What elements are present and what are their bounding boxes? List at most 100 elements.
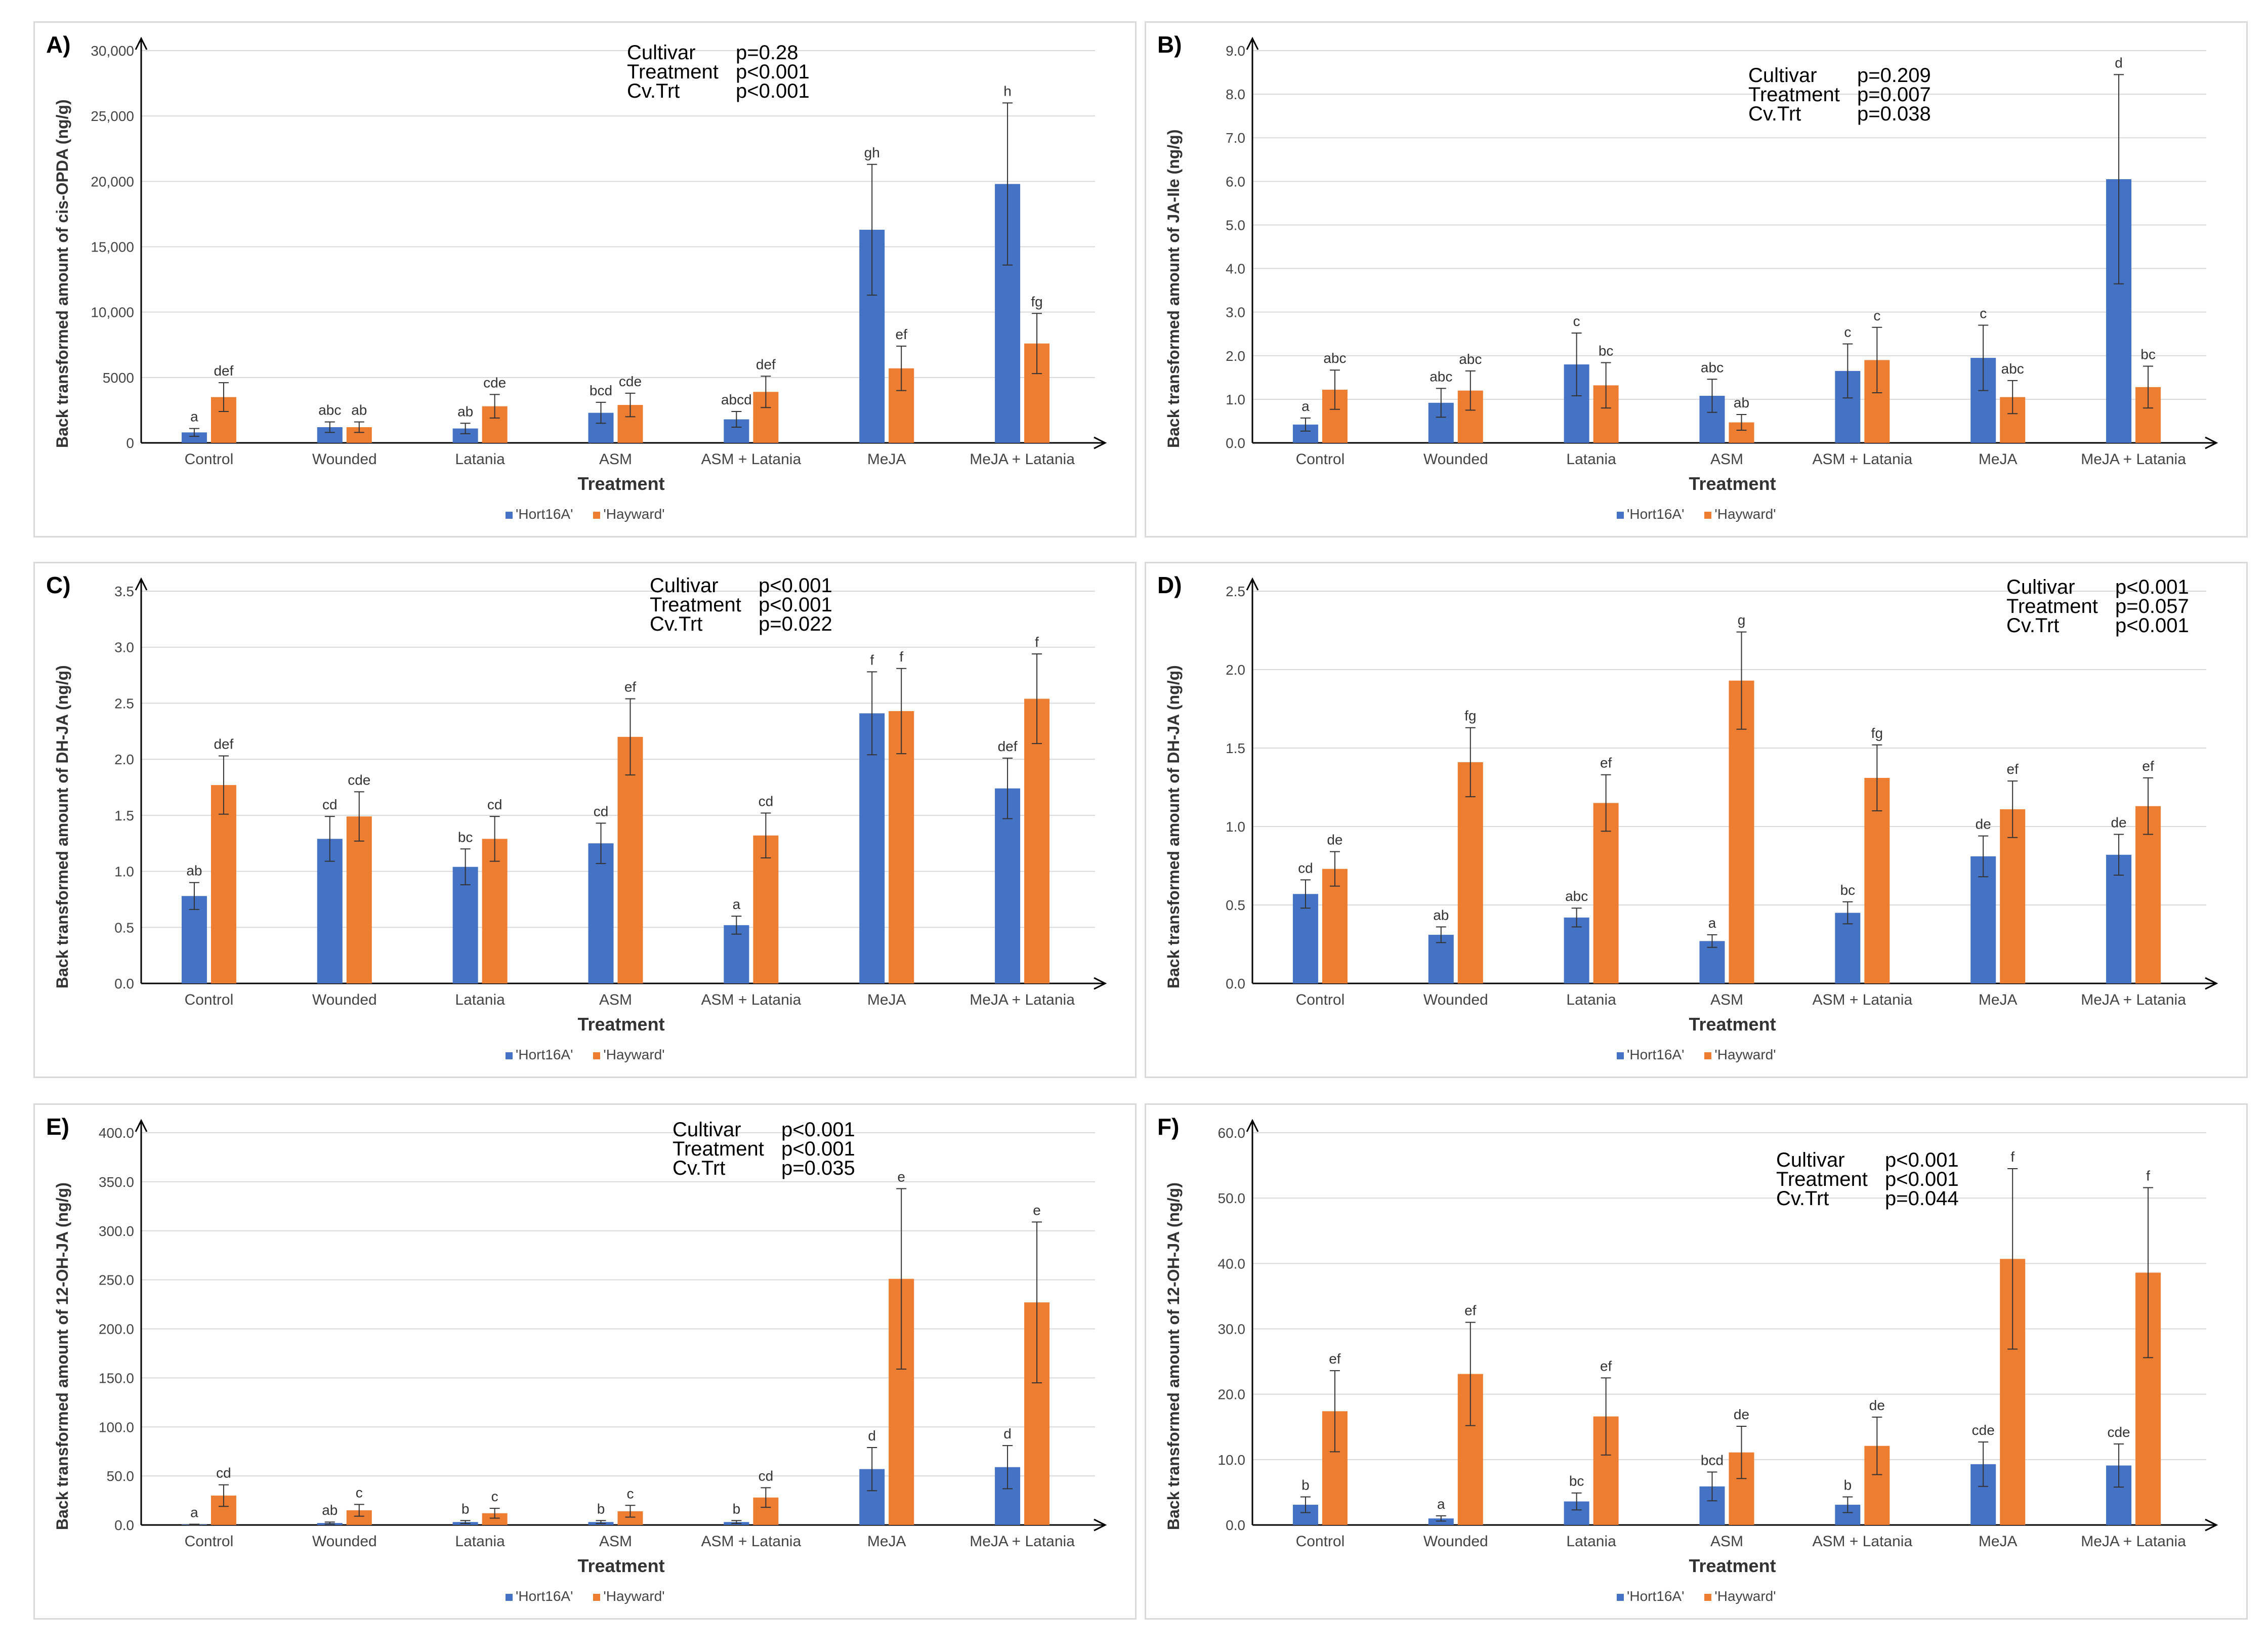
x-tick-label: ASM + Latania	[1813, 451, 1913, 468]
error-bar	[1329, 1370, 1340, 1453]
significance-letter: d	[2115, 55, 2123, 70]
chart-svg: 0.0 50.0 100.0 150.0 200.0 250.0 300.0 350.0 400…	[99, 1119, 1107, 1550]
y-tick-label: 2.5	[1226, 584, 1245, 599]
significance-letter: ab	[1734, 395, 1749, 410]
significance-letter: ef	[1600, 755, 1612, 771]
x-tick-label: MeJA	[1979, 1533, 2018, 1550]
y-axis-label: Back transformed amount of 12-OH-JA (ng/…	[1164, 1182, 1183, 1530]
x-axis-arrow	[2205, 1518, 2218, 1532]
error-bar	[1842, 901, 1853, 925]
x-tick-label: ASM	[599, 1533, 632, 1550]
y-tick-label: 0.0	[114, 976, 134, 992]
significance-letter: cde	[1972, 1422, 1995, 1438]
stats-term: Treatment	[1748, 84, 1840, 106]
error-bar	[1465, 1322, 1476, 1426]
significance-letter: c	[627, 1486, 634, 1501]
legend-swatch	[593, 1052, 601, 1059]
significance-letter: a	[190, 1504, 198, 1520]
stats-p-value: p=0.038	[1857, 103, 1931, 125]
significance-letter: g	[1738, 612, 1746, 628]
bar-hort16a	[317, 839, 343, 983]
stats-row: Cultivar p<0.001	[650, 575, 832, 596]
significance-letter: f	[2146, 1168, 2150, 1184]
error-bar	[896, 668, 907, 755]
error-bar	[1872, 326, 1882, 393]
error-bar	[1002, 757, 1013, 819]
significance-letter: ab	[1433, 907, 1449, 923]
significance-letter: de	[1869, 1397, 1885, 1413]
stats-term: Cv.Trt	[650, 613, 703, 635]
legend-label: 'Hayward'	[1714, 506, 1776, 522]
stats-term: Cultivar	[2006, 576, 2075, 598]
error-bar	[625, 392, 636, 418]
error-bar	[1436, 388, 1446, 418]
error-bar	[489, 1508, 500, 1519]
stats-box: Cultivar p<0.001 Treatment p<0.001 Cv.Trt p=0…	[1776, 1150, 1959, 1209]
stats-p-value: p<0.001	[2115, 576, 2189, 598]
y-tick-label: 2.0	[114, 752, 134, 767]
x-tick-label: Wounded	[312, 1533, 377, 1550]
significance-letter: ab	[457, 403, 473, 419]
error-bar	[1736, 631, 1747, 730]
significance-letter: cd	[487, 797, 502, 812]
x-tick-label: ASM + Latania	[701, 1533, 802, 1550]
error-bar	[2007, 780, 2018, 838]
significance-letter: ab	[351, 402, 367, 418]
y-tick-label: 5.0	[1226, 217, 1245, 233]
x-tick-label: Wounded	[1423, 992, 1488, 1008]
y-axis-arrow	[135, 1119, 148, 1132]
panel-label: F)	[1157, 1113, 1180, 1140]
error-bar	[625, 1505, 636, 1518]
error-bar	[2143, 365, 2154, 409]
y-axis-arrow	[135, 36, 148, 50]
x-tick-label: ASM	[1710, 1533, 1743, 1550]
x-axis-arrow	[1094, 436, 1107, 449]
legend-item: 'Hayward'	[593, 506, 665, 522]
x-tick-label: ASM + Latania	[1813, 1533, 1913, 1550]
significance-letter: def	[214, 363, 233, 379]
significance-letter: f	[2010, 1149, 2014, 1165]
y-tick-label: 2.0	[1226, 348, 1245, 364]
significance-letter: f	[870, 652, 874, 668]
significance-letter: a	[1301, 398, 1310, 414]
significance-letter: cd	[322, 797, 338, 812]
x-axis-arrow	[2205, 977, 2218, 990]
error-bar	[2007, 1168, 2018, 1350]
bar-hayward	[1593, 803, 1619, 983]
panel-label: B)	[1157, 31, 1182, 58]
stats-p-value: p<0.001	[2115, 614, 2189, 637]
significance-letter: cde	[619, 374, 642, 389]
legend-swatch	[593, 1593, 601, 1601]
significance-letter: bc	[1840, 882, 1856, 898]
error-bar	[1300, 1496, 1311, 1513]
bar-hayward	[617, 736, 643, 983]
significance-letter: c	[356, 1484, 363, 1500]
stats-term: Cv.Trt	[1748, 103, 1801, 125]
y-tick-label: 3.0	[1226, 305, 1245, 320]
y-tick-label: 100.0	[99, 1419, 134, 1435]
significance-letter: cde	[348, 772, 370, 788]
error-bar	[2143, 1187, 2154, 1358]
error-bar	[867, 671, 877, 756]
significance-letter: bcd	[1701, 1452, 1724, 1468]
error-bar	[731, 411, 742, 428]
stats-p-value: p=0.28	[736, 42, 799, 64]
y-axis-label: Back transformed amount of JA-Ile (ng/g)	[1164, 129, 1183, 448]
significance-letter: bc	[458, 829, 473, 845]
stats-row: Treatment p<0.001	[627, 62, 810, 82]
bar-hort16a	[452, 867, 478, 983]
stats-term: Treatment	[650, 594, 741, 616]
error-bar	[896, 345, 907, 391]
error-bar	[460, 1520, 471, 1524]
y-tick-label: 10.0	[1218, 1452, 1246, 1468]
y-tick-label: 25,000	[91, 108, 134, 124]
y-tick-label: 7.0	[1226, 130, 1245, 146]
y-tick-label: 0	[126, 435, 134, 451]
bar-hort16a	[1970, 856, 1996, 983]
x-tick-label: ASM	[1710, 992, 1743, 1008]
stats-p-value: p=0.057	[2115, 595, 2189, 617]
stats-term: Cv.Trt	[673, 1157, 726, 1179]
error-bar	[1571, 1492, 1582, 1511]
panel-label: A)	[46, 31, 71, 58]
stats-row: Cv.Trt p=0.035	[673, 1157, 855, 1179]
